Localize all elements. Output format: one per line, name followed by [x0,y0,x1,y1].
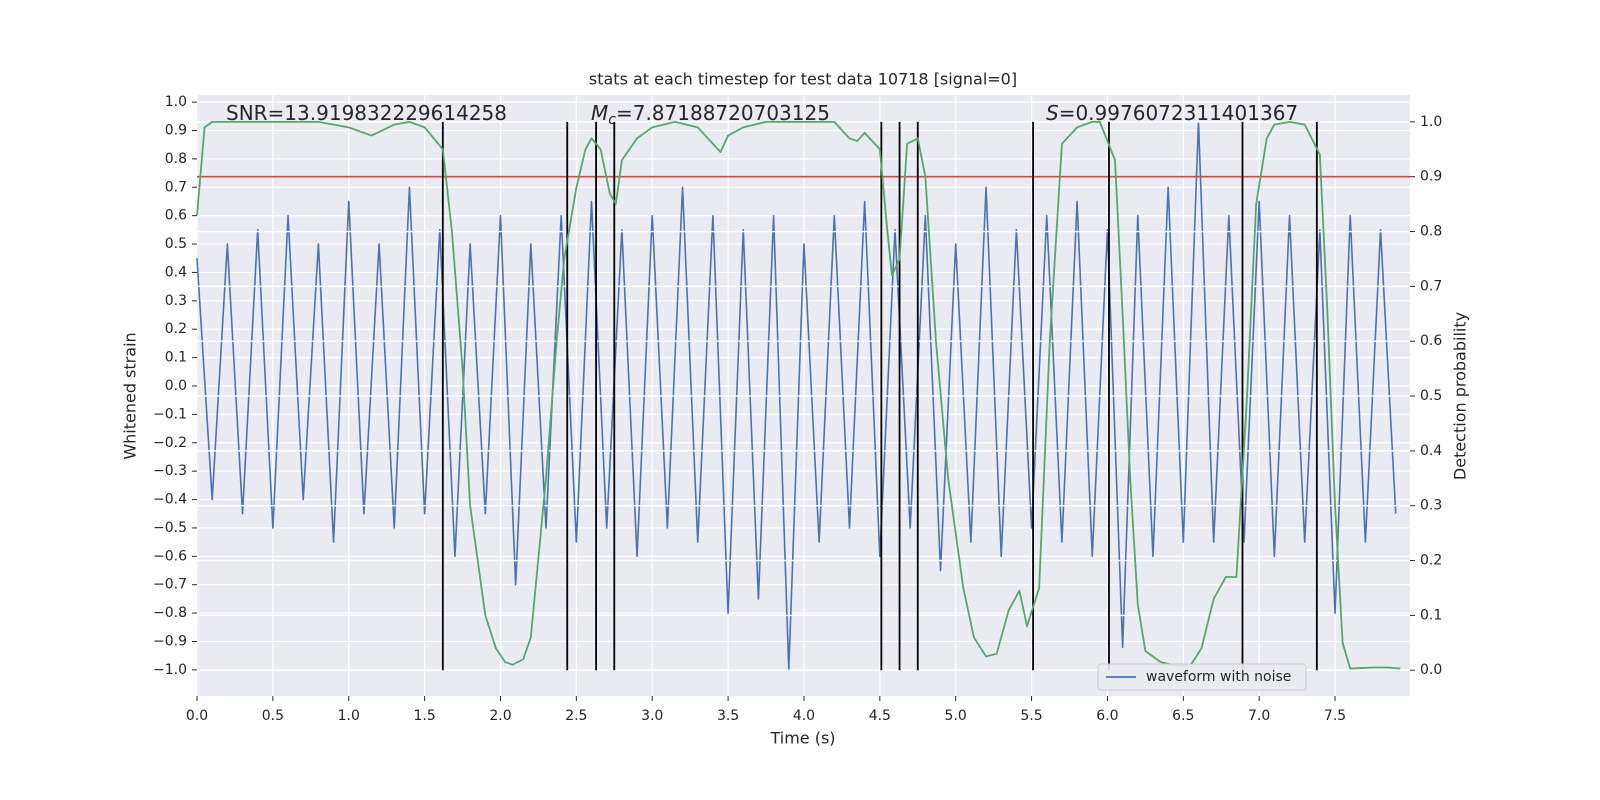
y-tick-label: −0.3 [153,463,187,479]
annotation: Mc=7.87188720703125 [591,101,830,129]
y-tick-label: 0.9 [165,122,187,138]
y2-tick-label: 0.5 [1420,388,1442,404]
x-tick-label: 4.5 [869,708,891,724]
x-axis-label: Time (s) [769,729,835,748]
x-tick-label: 5.0 [945,708,967,724]
y2-tick-label: 0.9 [1420,169,1442,185]
y-tick-label: 0.0 [165,378,187,394]
chart-title: stats at each timestep for test data 107… [589,70,1017,89]
waveform-line [196,121,1397,671]
y2-tick-label: 0.3 [1420,498,1442,514]
legend-label: waveform with noise [1146,669,1291,685]
x-tick-label: 7.0 [1248,708,1270,724]
y2-tick-label: 1.0 [1420,114,1442,130]
annotation-text: =0.9976072311401367 [1059,101,1298,125]
y-tick-label: 0.1 [165,350,187,366]
y-tick-label: 1.0 [165,94,187,110]
annotation: S=0.9976072311401367 [1046,101,1298,125]
y-tick-label: 0.2 [165,321,187,337]
front-layer [196,120,1401,670]
annotation-text: =7.87188720703125 [616,101,830,125]
y-tick-label: −0.6 [153,548,187,564]
annotation-text: SNR=13.919832229614258 [226,101,507,125]
y-tick-label: 0.5 [165,236,187,252]
x-tick-label: 1.0 [338,708,360,724]
y-tick-label: 0.6 [165,208,187,224]
y-tick-label: −0.7 [153,577,187,593]
y-tick-label: −0.1 [153,406,187,422]
x-tick-label: 6.5 [1172,708,1194,724]
back-layer [196,95,1410,696]
y-tick-label: −0.2 [153,435,187,451]
y2-tick-label: 0.7 [1420,278,1442,294]
legend-box [1097,663,1307,691]
y2-tick-label: 0.1 [1420,607,1442,623]
y-tick-label: 0.7 [165,179,187,195]
x-tick-label: 2.0 [489,708,511,724]
y-tick-label: −0.9 [153,633,187,649]
y2-axis-label: Detection probability [1451,312,1470,480]
y-tick-label: −1.0 [153,662,187,678]
y-tick-label: −0.4 [153,492,187,508]
x-tick-label: 0.5 [262,708,284,724]
y-tick-label: −0.8 [153,605,187,621]
y-tick-label: 0.8 [165,151,187,167]
annotation: SNR=13.919832229614258 [226,101,507,125]
x-tick-label: 0.0 [186,708,208,724]
x-tick-label: 1.5 [413,708,435,724]
annotation-symbol: M [591,101,608,125]
x-tick-label: 6.0 [1096,708,1118,724]
annotation-subscript: c [608,112,616,128]
y2-tick-label: 0.2 [1420,553,1442,569]
x-tick-label: 3.5 [717,708,739,724]
x-tick-label: 3.0 [641,708,663,724]
y2-tick-label: 0.6 [1420,333,1442,349]
y2-tick-label: 0.0 [1420,662,1442,678]
y2-tick-label: 0.4 [1420,443,1442,459]
y-tick-label: −0.5 [153,520,187,536]
y2-tick-label: 0.8 [1420,224,1442,240]
y-tick-label: 0.3 [165,293,187,309]
x-tick-label: 7.5 [1324,708,1346,724]
annotation-symbol: S [1046,101,1059,125]
x-tick-label: 4.0 [793,708,815,724]
y-axis-label: Whitened strain [121,332,140,459]
y-tick-label: 0.4 [165,264,187,280]
x-tick-label: 5.5 [1020,708,1042,724]
probability-line [196,120,1401,670]
x-tick-label: 2.5 [565,708,587,724]
